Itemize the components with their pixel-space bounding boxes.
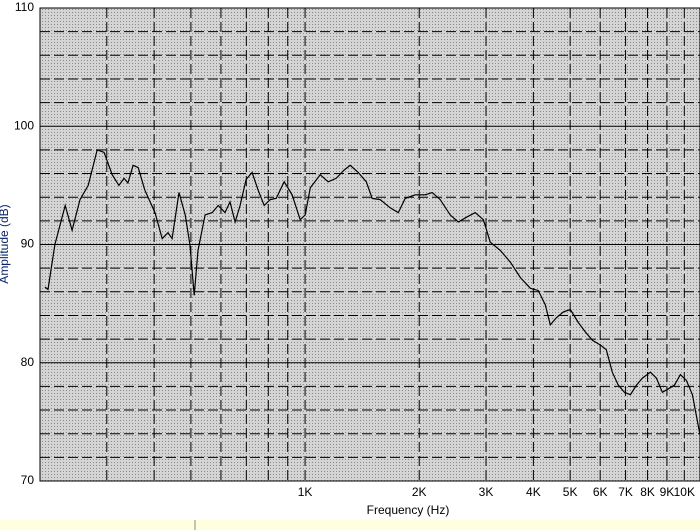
x-tick-label: 10K xyxy=(674,485,695,499)
y-tick-label: 90 xyxy=(21,237,35,251)
series xyxy=(44,149,700,436)
x-tick-label: 4K xyxy=(526,485,541,499)
x-tick-label: 9K xyxy=(660,485,675,499)
x-tick-label: 8K xyxy=(640,485,655,499)
x-tick-label: 5K xyxy=(563,485,578,499)
status-bar xyxy=(0,520,700,530)
y-tick-label: 110 xyxy=(15,0,34,14)
x-tick-label: 6K xyxy=(593,485,608,499)
x-tick-label: 3K xyxy=(479,485,494,499)
response-line xyxy=(44,149,700,436)
plot-border xyxy=(39,7,700,482)
x-axis-title: Frequency (Hz) xyxy=(367,503,450,517)
x-tick-label: 7K xyxy=(618,485,633,499)
x-tick-label: 2K xyxy=(412,485,427,499)
y-tick-label: 80 xyxy=(21,355,35,369)
y-tick-label: 100 xyxy=(14,118,34,132)
y-axis-title: Amplitude (dB) xyxy=(0,204,11,283)
x-tick-label: 1K xyxy=(298,485,313,499)
grid xyxy=(40,8,700,481)
y-tick-label: 70 xyxy=(21,473,35,487)
